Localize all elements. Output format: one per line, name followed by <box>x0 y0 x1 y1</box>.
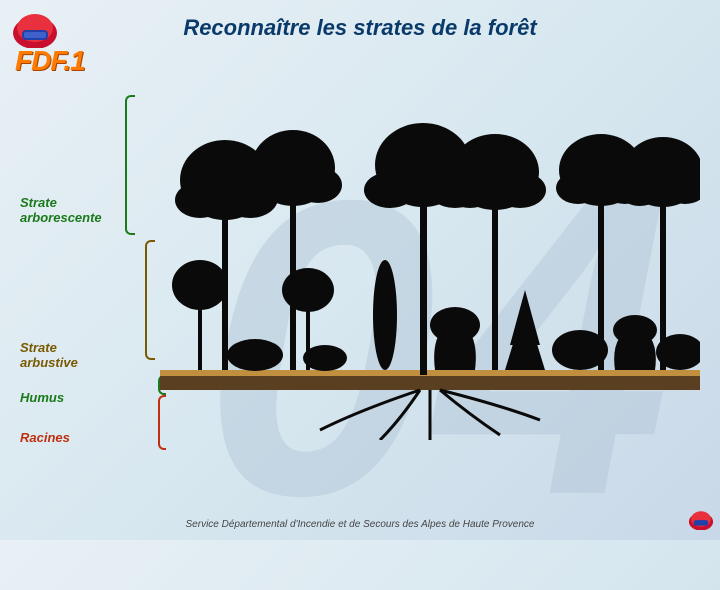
label-humus: Humus <box>20 390 64 405</box>
label-racines: Racines <box>20 430 70 445</box>
footer-text: Service Départemental d'Incendie et de S… <box>0 519 720 530</box>
fde-label: FDF.1 <box>15 45 85 77</box>
label-arbustive: Stratearbustive <box>20 340 78 370</box>
page-title: Reconnaître les strates de la forêt <box>0 15 720 41</box>
label-arborescente: Stratearborescente <box>20 195 102 225</box>
forest-illustration <box>160 90 700 440</box>
bracket-arbustive <box>145 240 155 360</box>
bracket-arborescente <box>125 95 135 235</box>
